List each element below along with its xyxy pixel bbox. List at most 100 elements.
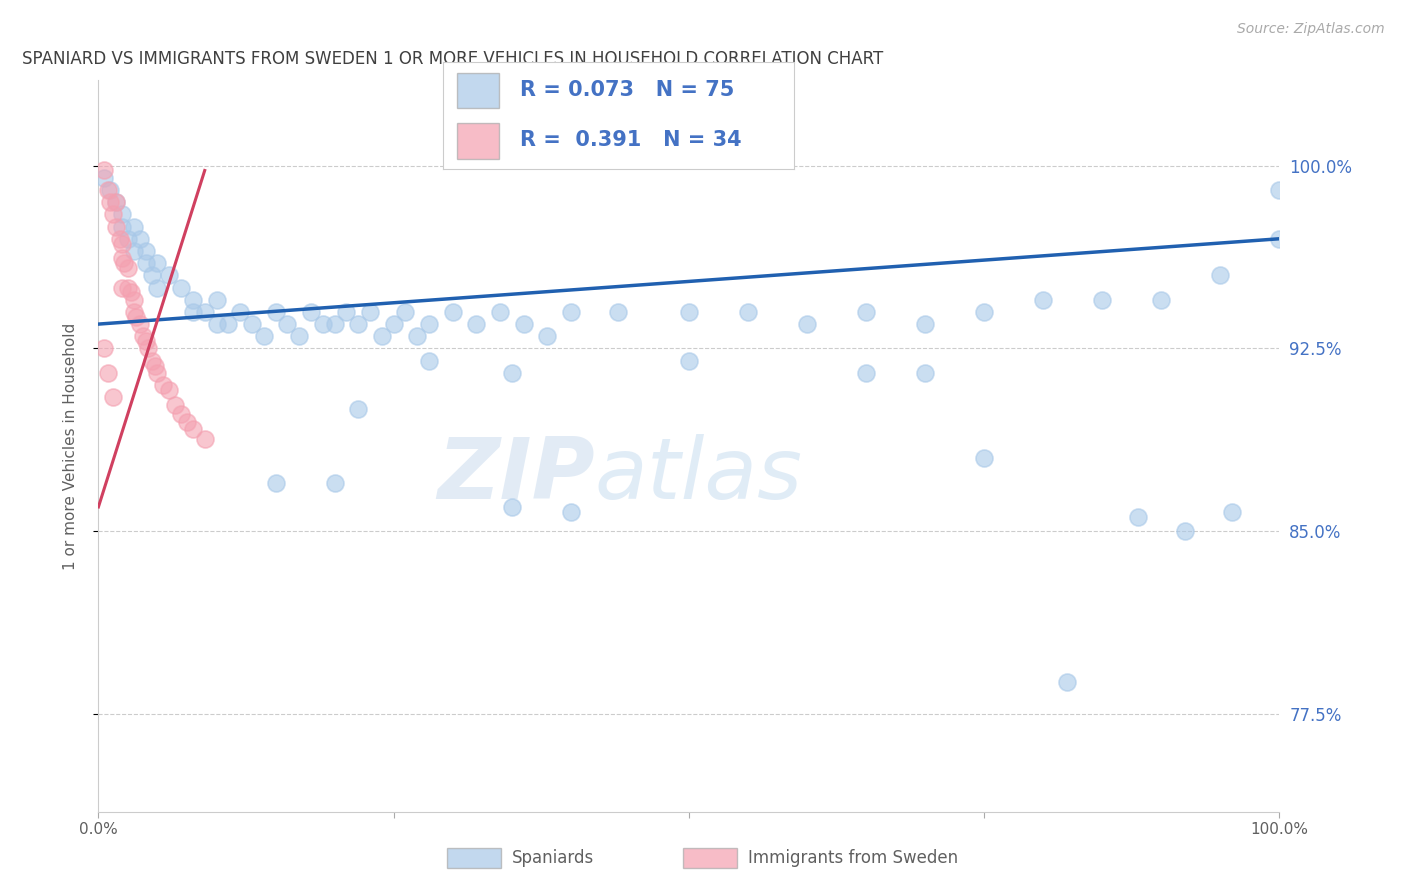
Point — [312, 317, 335, 331]
Point — [607, 305, 630, 319]
Point — [146, 256, 169, 270]
Point — [512, 317, 534, 331]
Point — [253, 329, 276, 343]
Point — [152, 378, 174, 392]
Point — [323, 475, 346, 490]
Point — [418, 317, 440, 331]
Point — [855, 305, 877, 319]
Point — [418, 353, 440, 368]
Point — [276, 317, 298, 331]
Point — [157, 383, 180, 397]
Text: Source: ZipAtlas.com: Source: ZipAtlas.com — [1237, 22, 1385, 37]
Point — [146, 366, 169, 380]
Point — [240, 317, 263, 331]
Point — [157, 268, 180, 283]
Text: atlas: atlas — [595, 434, 803, 516]
Point — [217, 317, 239, 331]
Text: Immigrants from Sweden: Immigrants from Sweden — [748, 849, 957, 867]
Point — [181, 422, 204, 436]
Point — [1126, 509, 1149, 524]
Point — [101, 390, 124, 404]
Point — [105, 219, 128, 234]
Point — [121, 285, 143, 300]
Point — [501, 500, 523, 514]
FancyBboxPatch shape — [447, 847, 501, 868]
Point — [914, 366, 936, 380]
Point — [489, 305, 512, 319]
Point — [914, 317, 936, 331]
Point — [359, 305, 381, 319]
Point — [973, 451, 995, 466]
Point — [465, 317, 488, 331]
Point — [111, 207, 134, 221]
Point — [1220, 505, 1243, 519]
Point — [111, 280, 134, 294]
Point — [122, 244, 145, 258]
Point — [141, 268, 163, 283]
Point — [1032, 293, 1054, 307]
Point — [135, 256, 157, 270]
Point — [406, 329, 429, 343]
Point — [98, 183, 121, 197]
Point — [347, 317, 370, 331]
Point — [105, 195, 128, 210]
Point — [136, 342, 159, 356]
Point — [229, 305, 252, 319]
Point — [170, 280, 193, 294]
Point — [122, 293, 145, 307]
Point — [371, 329, 394, 343]
Point — [117, 260, 139, 275]
Point — [536, 329, 558, 343]
Point — [122, 219, 145, 234]
Point — [143, 359, 166, 373]
Text: ZIP: ZIP — [437, 434, 595, 516]
Point — [205, 317, 228, 331]
Point — [323, 317, 346, 331]
FancyBboxPatch shape — [457, 123, 499, 159]
Point — [855, 366, 877, 380]
Point — [128, 232, 150, 246]
Text: SPANIARD VS IMMIGRANTS FROM SWEDEN 1 OR MORE VEHICLES IN HOUSEHOLD CORRELATION C: SPANIARD VS IMMIGRANTS FROM SWEDEN 1 OR … — [21, 50, 883, 68]
Point — [1268, 183, 1291, 197]
Point — [973, 305, 995, 319]
Point — [288, 329, 311, 343]
Point — [125, 310, 148, 324]
Point — [560, 505, 582, 519]
Point — [176, 415, 198, 429]
Point — [98, 195, 121, 210]
Point — [501, 366, 523, 380]
Point — [93, 342, 115, 356]
Point — [105, 195, 128, 210]
Point — [111, 219, 134, 234]
Point — [335, 305, 357, 319]
Point — [560, 305, 582, 319]
Y-axis label: 1 or more Vehicles in Household: 1 or more Vehicles in Household — [63, 322, 77, 570]
Point — [170, 407, 193, 421]
Point — [264, 475, 287, 490]
Point — [737, 305, 759, 319]
Point — [181, 293, 204, 307]
Point — [299, 305, 322, 319]
Point — [111, 236, 134, 251]
Point — [135, 244, 157, 258]
Point — [122, 305, 145, 319]
Point — [394, 305, 416, 319]
Point — [135, 334, 157, 348]
Point — [181, 305, 204, 319]
Text: R = 0.073   N = 75: R = 0.073 N = 75 — [520, 80, 734, 100]
Point — [165, 398, 187, 412]
Point — [382, 317, 405, 331]
Point — [111, 252, 134, 266]
Point — [194, 432, 217, 446]
Point — [97, 183, 120, 197]
Point — [117, 232, 139, 246]
Point — [678, 305, 700, 319]
Point — [1091, 293, 1114, 307]
Point — [194, 305, 217, 319]
Point — [101, 207, 124, 221]
Point — [128, 317, 150, 331]
Point — [441, 305, 464, 319]
Point — [1150, 293, 1173, 307]
Point — [1056, 675, 1078, 690]
Point — [112, 256, 135, 270]
